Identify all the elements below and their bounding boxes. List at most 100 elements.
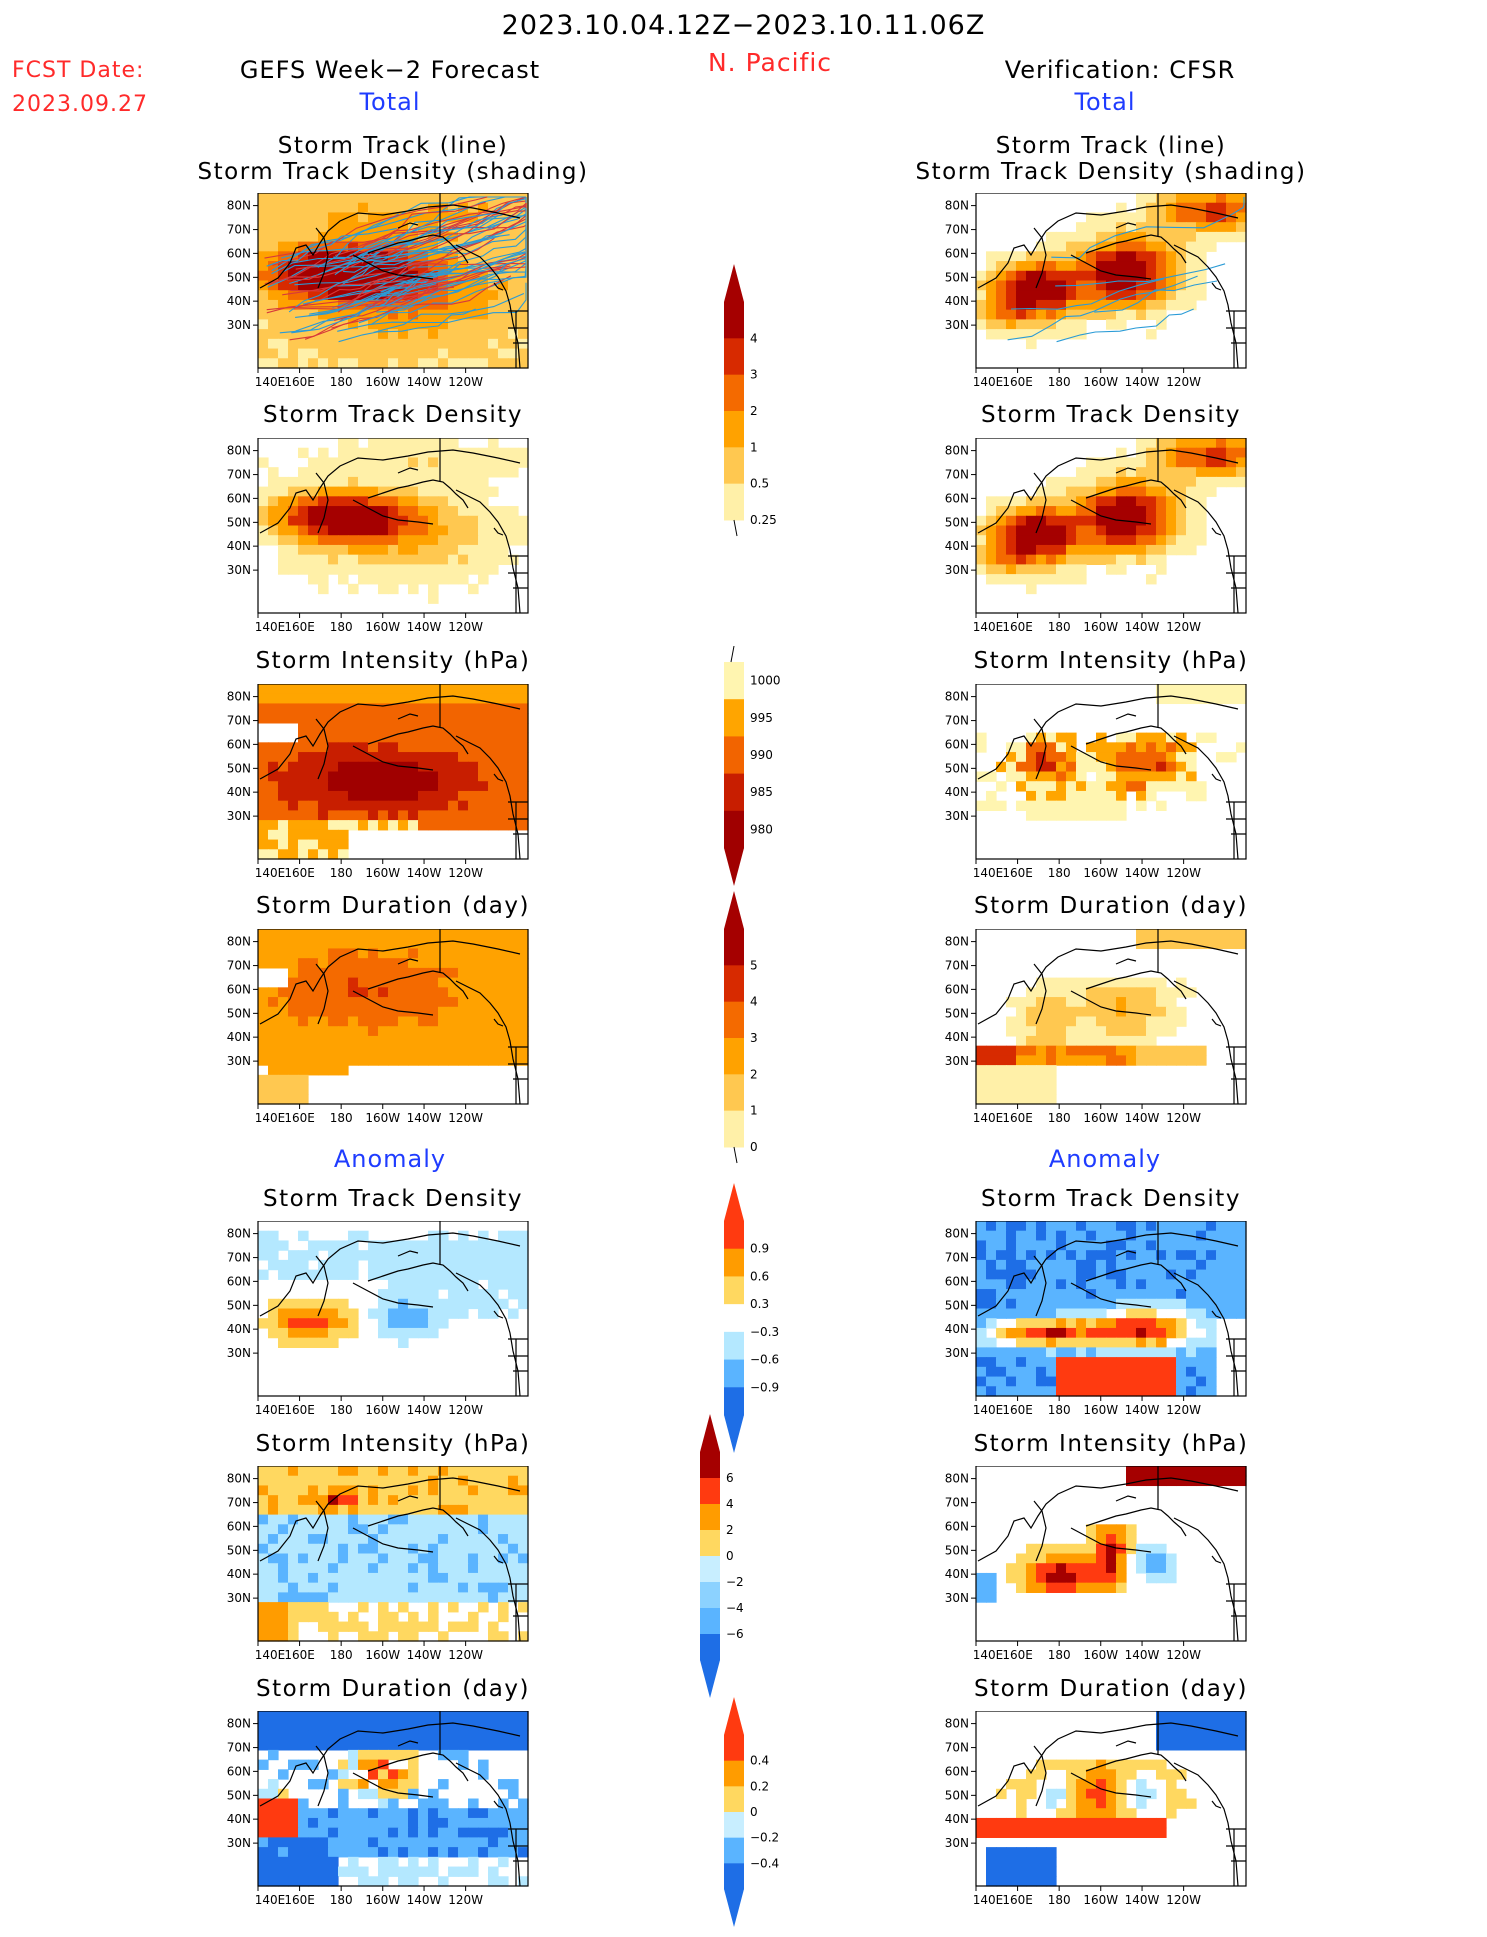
heat-cell: [418, 761, 429, 773]
heat-cell: [318, 329, 329, 340]
heat-cell: [508, 554, 519, 565]
storm-track: [266, 276, 439, 311]
heat-cell: [1196, 476, 1207, 488]
heat-cell: [298, 1475, 309, 1487]
heat-cell: [1026, 251, 1037, 262]
heat-cell: [1236, 1740, 1247, 1751]
heat-cell: [378, 1749, 389, 1761]
heat-cell: [408, 222, 419, 233]
heat-cell: [348, 544, 359, 556]
heat-cell: [368, 476, 379, 488]
heat-cell: [1116, 1827, 1127, 1838]
heat-cell: [488, 1504, 499, 1516]
heat-cell: [508, 958, 519, 969]
heat-cell: [1056, 1318, 1067, 1329]
heat-cell: [368, 967, 379, 979]
heat-cell: [318, 554, 329, 565]
heat-cell: [358, 958, 369, 969]
heat-cell: [448, 554, 459, 565]
heat-cell: [408, 319, 419, 330]
heat-cell: [338, 810, 349, 821]
lat-tick-label: 60N: [227, 737, 251, 751]
heat-cell: [348, 1250, 359, 1261]
colorbar-segment: [700, 1634, 720, 1661]
panel-title-right-int: Storm Intensity (hPa): [973, 648, 1249, 674]
heat-cell: [308, 1720, 319, 1732]
heat-cell: [368, 1240, 379, 1251]
heat-cell: [1006, 1279, 1017, 1290]
heat-cell: [318, 752, 329, 763]
heat-cell: [348, 358, 359, 369]
heat-cell: [438, 319, 449, 330]
heat-cell: [378, 1817, 389, 1829]
heat-cell: [1176, 193, 1187, 204]
heat-cell: [1196, 1240, 1207, 1251]
heat-cell: [448, 496, 459, 507]
heat-cell: [1226, 1730, 1237, 1741]
heat-cell: [468, 742, 479, 753]
heat-cell: [1036, 1386, 1047, 1397]
heat-cell: [398, 535, 409, 546]
heat-cell: [1146, 261, 1157, 272]
heat-cell: [358, 1621, 369, 1632]
heat-cell: [1076, 544, 1087, 556]
heat-cell: [1106, 1543, 1117, 1555]
heat-cell: [1116, 1347, 1127, 1358]
heat-cell: [1036, 241, 1047, 252]
heat-cell: [428, 290, 439, 301]
heat-cell: [438, 1466, 449, 1477]
heat-cell: [1216, 1221, 1227, 1232]
heat-cell: [408, 583, 419, 595]
heat-cell: [1096, 1582, 1107, 1593]
heat-cell: [976, 1337, 987, 1348]
heat-cell: [488, 358, 499, 369]
heat-cell: [448, 987, 459, 998]
heat-cell: [1196, 261, 1207, 272]
heat-cell: [1106, 1318, 1117, 1329]
heat-cell: [1116, 290, 1127, 301]
lon-tick-label: 140E: [973, 375, 1004, 389]
heat-cell: [1136, 486, 1147, 497]
heat-cell: [1216, 1279, 1227, 1290]
heat-cell: [448, 290, 459, 301]
heat-cell: [378, 1827, 389, 1838]
colorbar-label: −6: [726, 1627, 744, 1641]
heat-cell: [278, 1055, 289, 1066]
map-frame: [975, 193, 1247, 369]
heat-cell: [298, 1740, 309, 1751]
heat-cell: [428, 1553, 439, 1564]
heat-cell: [1206, 1230, 1217, 1242]
heat-cell: [308, 1045, 319, 1056]
heat-cell: [308, 290, 319, 301]
heat-cell: [278, 1788, 289, 1800]
heat-cell: [498, 1524, 509, 1535]
heat-cell: [308, 535, 319, 546]
heat-cell: [348, 693, 359, 705]
heat-cell: [288, 1065, 299, 1076]
heat-cell: [348, 997, 359, 1008]
heat-cell: [418, 1006, 429, 1018]
lat-tick-label: 60N: [945, 1764, 969, 1778]
heat-cell: [378, 693, 389, 705]
heat-cell: [518, 338, 529, 350]
heat-cell: [298, 1466, 309, 1477]
heat-cell: [1056, 1269, 1067, 1280]
heat-cell: [278, 309, 289, 320]
coastlines: [259, 929, 528, 1105]
heat-cell: [1026, 732, 1037, 743]
lon-tick-label: 180: [1048, 866, 1071, 880]
heat-cell: [1156, 1006, 1167, 1018]
heat-cell: [508, 1485, 519, 1496]
heat-cell: [458, 1006, 469, 1018]
heat-cell: [1096, 771, 1107, 782]
heat-cell: [1186, 1711, 1197, 1722]
heat-cell: [258, 1837, 269, 1848]
heat-cell: [1036, 1337, 1047, 1348]
heat-cell: [298, 732, 309, 743]
heat-cell: [298, 977, 309, 988]
heat-cell: [1196, 1720, 1207, 1732]
heat-cell: [508, 1466, 519, 1477]
colorbar-segment: [700, 1504, 720, 1531]
map-frame: [975, 438, 1247, 614]
heat-cell: [418, 515, 429, 527]
